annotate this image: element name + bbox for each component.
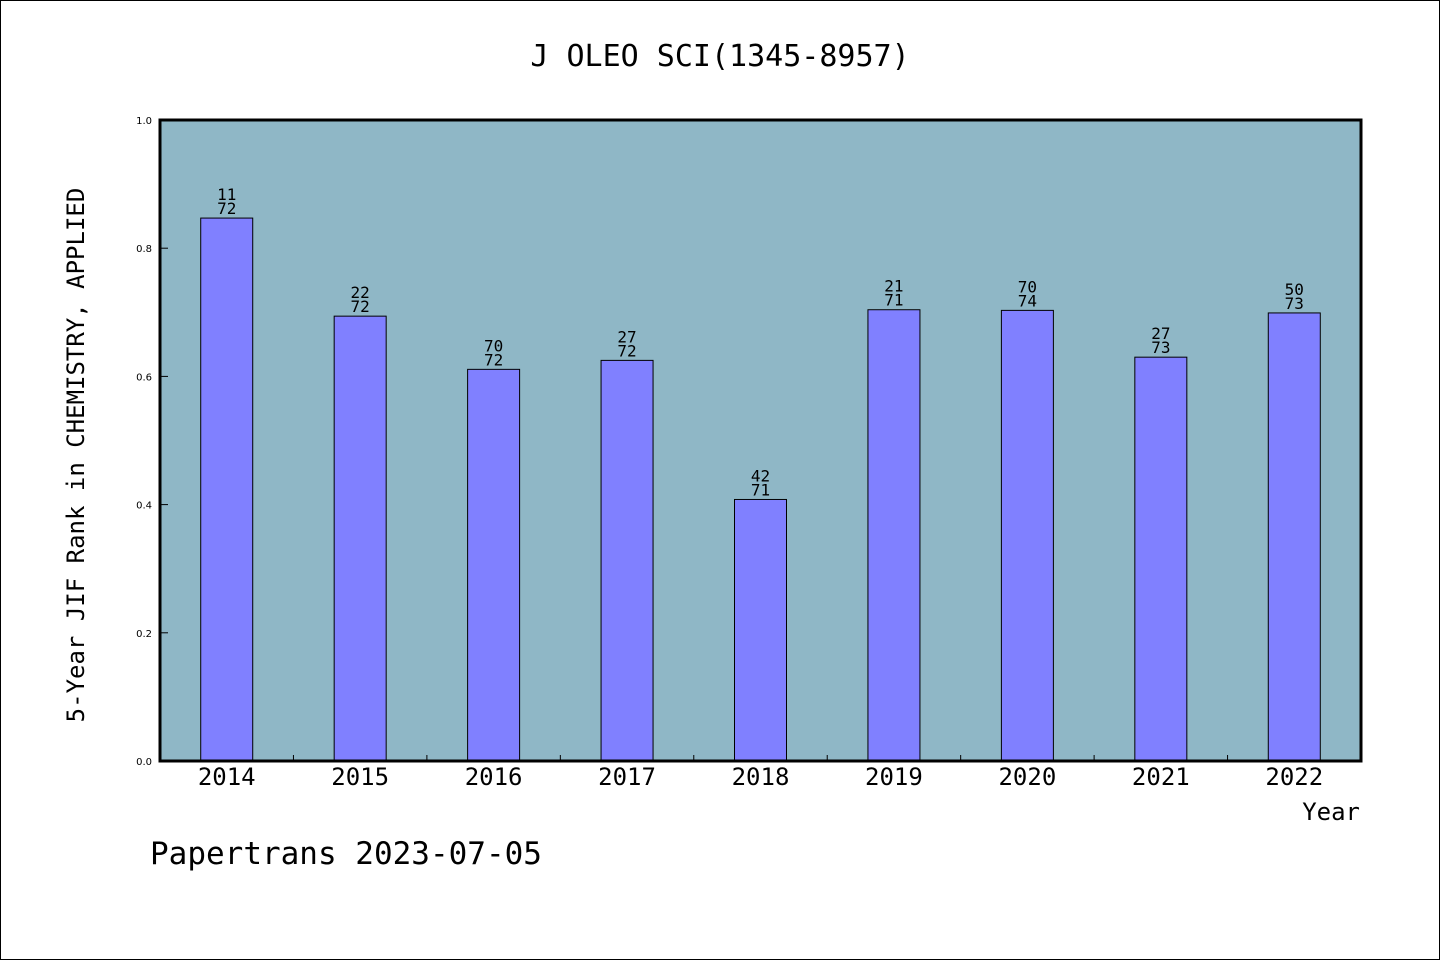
x-axis-label: Year	[1302, 798, 1360, 826]
y-tick-label: 0.4	[136, 501, 152, 512]
bar-2016	[467, 368, 521, 762]
x-tick-label: 2021	[1132, 763, 1190, 791]
x-axis: 2014 2015 2016 2017 2018 2019 2020 2021 2022	[198, 755, 1323, 791]
bar-rank-label: 27	[617, 327, 636, 346]
bar-2019	[867, 309, 921, 762]
bar-total-label: 72	[217, 199, 236, 218]
bar-rank-label: 11	[217, 185, 236, 204]
y-tick-label: 0.2	[136, 629, 152, 640]
footer-credit: Papertrans 2023-07-05	[150, 836, 542, 872]
x-tick-label: 2018	[732, 763, 790, 791]
bar-total-label: 73	[1151, 338, 1170, 357]
y-tick-label: 1.0	[136, 116, 152, 127]
bar-total-label: 74	[1018, 291, 1037, 310]
x-tick-label: 2014	[198, 763, 256, 791]
bar-rank-label: 27	[1151, 324, 1170, 343]
bar-total-label: 72	[617, 341, 636, 360]
bar-rank-label: 22	[351, 283, 370, 302]
bar-total-label: 73	[1285, 294, 1304, 313]
bar-total-label: 72	[351, 297, 370, 316]
y-tick-label: 0.8	[136, 244, 152, 255]
x-tick-label: 2022	[1265, 763, 1323, 791]
y-tick-label: 0.0	[136, 757, 152, 768]
bar-rank-label: 70	[1018, 277, 1037, 296]
x-tick-label: 2020	[998, 763, 1056, 791]
bar-rank-label: 70	[484, 336, 503, 355]
bar-2022	[1267, 312, 1321, 762]
bar-rank-label: 42	[751, 466, 770, 485]
bar-2017	[600, 359, 654, 762]
bar-total-label: 71	[751, 480, 770, 499]
y-tick-label: 0.6	[136, 372, 152, 383]
x-tick-label: 2016	[465, 763, 523, 791]
bar-total-label: 71	[884, 291, 903, 310]
y-axis-label: 5-Year JIF Rank in CHEMISTRY, APPLIED	[62, 188, 90, 723]
bar-2020	[1000, 309, 1054, 762]
x-tick-label: 2017	[598, 763, 656, 791]
chart-title: J OLEO SCI(1345-8957)	[530, 39, 909, 74]
bar-rank-label: 21	[884, 277, 903, 296]
x-tick-label: 2019	[865, 763, 923, 791]
bar-2018	[734, 498, 787, 762]
bar-total-label: 72	[484, 350, 503, 369]
bar-2014	[200, 217, 254, 762]
bar-2015	[333, 315, 387, 762]
plot-border	[158, 118, 1363, 763]
bar-2021	[1134, 356, 1188, 762]
x-tick-label: 2015	[331, 763, 389, 791]
bar-rank-label: 50	[1285, 280, 1304, 299]
